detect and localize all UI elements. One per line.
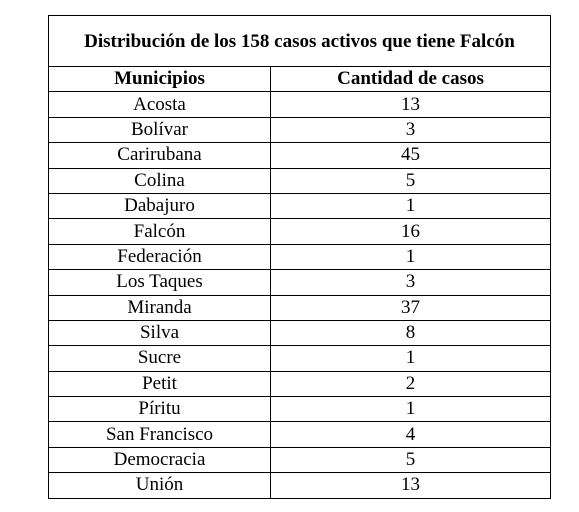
header-row: Municipios Cantidad de casos: [48, 65, 551, 93]
table-row: Los Taques 3: [48, 269, 551, 296]
table-row: Dabajuro 1: [48, 192, 551, 220]
cases-cell: 5: [270, 446, 551, 474]
cases-cell: 5: [270, 167, 551, 194]
cases-cell: 37: [270, 294, 551, 321]
title-row: Distribución de los 158 casos activos qu…: [48, 15, 551, 67]
cases-cell: 45: [270, 142, 551, 169]
cases-cell: 1: [270, 192, 551, 220]
municipality-cell: Democracia: [48, 446, 271, 474]
municipality-cell: Colina: [48, 167, 271, 194]
cases-cell: 4: [270, 421, 551, 448]
table-body: Acosta 13 Bolívar 3 Carirubana 45 Colina 5 Dabaj…: [48, 91, 551, 499]
municipality-cell: Miranda: [48, 294, 271, 321]
header-cell: Municipios: [48, 65, 271, 93]
table-row: Miranda 37: [48, 294, 551, 321]
table-title: Distribución de los 158 casos activos qu…: [84, 30, 515, 52]
municipality-cell: Bolívar: [48, 116, 271, 144]
cases-cell: 8: [270, 319, 551, 347]
municipality-cell: Unión: [48, 472, 271, 499]
cases-cell: 16: [270, 218, 551, 245]
table-row: Federación 1: [48, 243, 551, 271]
table-row: Acosta 13: [48, 91, 551, 118]
cases-table: Distribución de los 158 casos activos qu…: [48, 15, 551, 499]
municipality-cell: Dabajuro: [48, 192, 271, 220]
municipality-cell: Acosta: [48, 91, 271, 118]
municipality-cell: San Francisco: [48, 421, 271, 448]
cases-cell: 2: [270, 370, 551, 398]
municipality-cell: Petit: [48, 370, 271, 398]
table-row: Píritu 1: [48, 396, 551, 423]
municipality-cell: Los Taques: [48, 269, 271, 296]
cases-cell: 1: [270, 243, 551, 271]
table-row: Bolívar 3: [48, 116, 551, 144]
table-row: Democracia 5: [48, 446, 551, 474]
cases-cell: 3: [270, 269, 551, 296]
municipality-cell: Federación: [48, 243, 271, 271]
cases-cell: 13: [270, 91, 551, 118]
table-row: Silva 8: [48, 319, 551, 347]
municipality-cell: Sucre: [48, 345, 271, 372]
cases-cell: 1: [270, 345, 551, 372]
cases-cell: 3: [270, 116, 551, 144]
table-row: Carirubana 45: [48, 142, 551, 169]
municipality-cell: Carirubana: [48, 142, 271, 169]
header-cell: Cantidad de casos: [270, 65, 551, 93]
municipality-cell: Falcón: [48, 218, 271, 245]
table-row: Sucre 1: [48, 345, 551, 372]
table-row: Colina 5: [48, 167, 551, 194]
table-row: San Francisco 4: [48, 421, 551, 448]
table-head: Distribución de los 158 casos activos qu…: [48, 15, 551, 93]
table-row: Falcón 16: [48, 218, 551, 245]
municipality-cell: Píritu: [48, 396, 271, 423]
table-row: Petit 2: [48, 370, 551, 398]
table-row: Unión 13: [48, 472, 551, 499]
title-cell: Distribución de los 158 casos activos qu…: [48, 15, 551, 67]
cases-cell: 13: [270, 472, 551, 499]
municipality-cell: Silva: [48, 319, 271, 347]
cases-cell: 1: [270, 396, 551, 423]
